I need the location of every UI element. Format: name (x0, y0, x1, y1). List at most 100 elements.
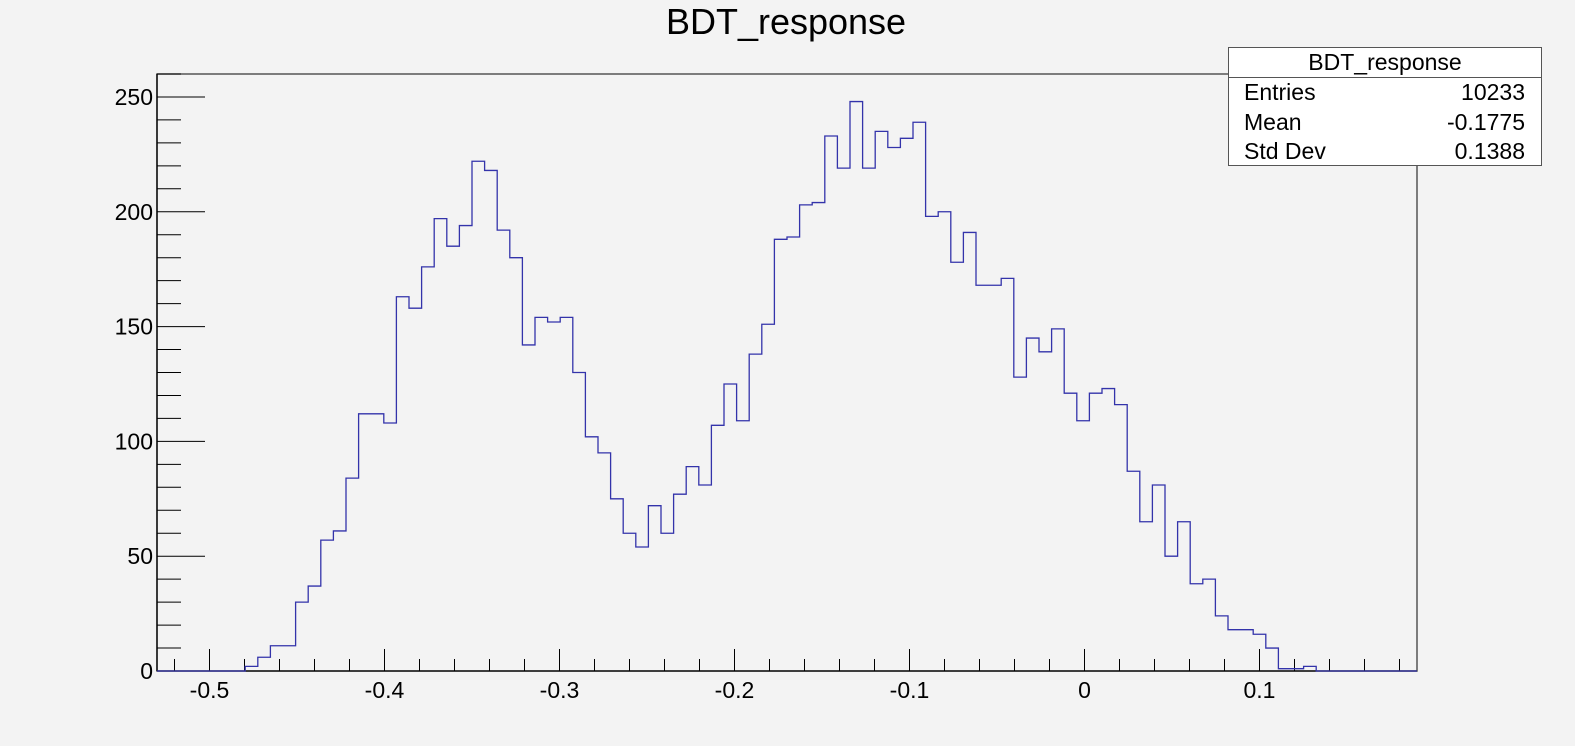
histogram-bin (296, 602, 309, 671)
histogram-bin (598, 453, 611, 671)
histogram-bin (951, 262, 964, 671)
histogram-bin (674, 494, 687, 671)
histogram-bin (1266, 648, 1279, 671)
histogram-bin (371, 414, 384, 671)
stats-box: BDT_response Entries 10233 Mean -0.1775 … (1228, 47, 1542, 166)
histogram-bin (837, 168, 850, 671)
histogram-bin (1001, 278, 1014, 671)
histogram-bin (900, 138, 913, 671)
histogram-bin (850, 102, 863, 671)
histogram-bin (333, 531, 346, 671)
histogram-bin (1152, 485, 1165, 671)
histogram-bin (989, 285, 1002, 671)
histogram-bin (1165, 556, 1178, 671)
stats-label: Entries (1244, 79, 1316, 105)
histogram-bin (1241, 630, 1254, 671)
histogram-bin (409, 308, 422, 671)
histogram-bin (749, 354, 762, 671)
histogram-bin (258, 657, 271, 671)
histogram-bin (1039, 352, 1052, 671)
histogram-bin (1052, 329, 1065, 671)
stats-label: Mean (1244, 108, 1302, 135)
x-tick-label: -0.5 (190, 677, 230, 703)
x-axis: -0.5 -0.4 -0.3 -0.2 -0.1 0 0.1 (157, 649, 1417, 703)
histogram-bin (1203, 579, 1216, 671)
histogram-bin (522, 345, 535, 671)
histogram-bin (359, 414, 372, 671)
histogram-bin (825, 136, 838, 671)
x-tick-label: -0.3 (540, 677, 580, 703)
stats-row-mean: Mean -0.1775 (1229, 108, 1541, 138)
histogram-bin (535, 317, 548, 671)
stats-row-stddev: Std Dev 0.1388 (1229, 137, 1541, 167)
chart-title: BDT_response (666, 1, 906, 42)
stats-title: BDT_response (1229, 48, 1541, 78)
histogram-bin (863, 168, 876, 671)
histogram-bin (648, 506, 661, 671)
histogram-bin (560, 317, 573, 671)
histogram-bin (762, 324, 775, 671)
histogram-bin (1178, 522, 1191, 671)
histogram-bin (485, 170, 498, 671)
histogram-bin (472, 161, 485, 671)
histogram-bin (1190, 584, 1203, 671)
histogram-bin (787, 237, 800, 671)
histogram-bin (724, 384, 737, 671)
y-tick-label: 150 (115, 314, 153, 340)
y-tick-label: 50 (127, 543, 153, 569)
histogram-bin (686, 467, 699, 671)
y-tick-label: 200 (115, 199, 153, 225)
stats-value: 0.1388 (1454, 138, 1525, 164)
histogram-bin (585, 437, 598, 671)
histogram-line (157, 100, 1417, 672)
y-tick-label: 0 (140, 658, 153, 684)
histogram-bin (396, 297, 409, 671)
histogram-bin (459, 226, 472, 671)
histogram-bin (1014, 377, 1027, 671)
histogram-bin (1102, 389, 1115, 671)
histogram-bin (661, 533, 674, 671)
histogram-bin (976, 285, 989, 671)
histogram-bin (422, 267, 435, 671)
histogram-bin (321, 540, 334, 671)
histogram-bin (270, 646, 283, 671)
histogram-bin (1026, 338, 1039, 671)
histogram-bin (711, 425, 724, 671)
stats-label: Std Dev (1244, 138, 1326, 164)
histogram-bin (913, 122, 926, 671)
histogram-bin (737, 421, 750, 671)
y-tick-label: 100 (115, 428, 153, 454)
histogram-bin (963, 232, 976, 671)
histogram-bin (1215, 616, 1228, 671)
histogram-bin (926, 216, 939, 671)
histogram-bin (888, 147, 901, 671)
histogram-bin (1127, 471, 1140, 671)
y-tick-label: 250 (115, 84, 153, 110)
histogram-bin (548, 322, 561, 671)
histogram-bin (774, 239, 787, 671)
histogram-bin (384, 423, 397, 671)
histogram-bin (573, 373, 586, 672)
histogram-bin (699, 485, 712, 671)
histogram-bin (1228, 630, 1241, 671)
histogram-bin (434, 219, 447, 671)
x-tick-label: -0.4 (365, 677, 405, 703)
histogram-bin (447, 246, 460, 671)
stats-row-entries: Entries 10233 (1229, 78, 1541, 108)
histogram-bin (636, 547, 649, 671)
stats-value: -0.1775 (1446, 108, 1525, 135)
x-tick-label: 0.1 (1244, 677, 1276, 703)
histogram-bin (1089, 393, 1102, 671)
histogram-bin (938, 212, 951, 671)
histogram-bin (875, 131, 888, 671)
histogram-bin (812, 203, 825, 671)
x-tick-label: -0.2 (715, 677, 755, 703)
histogram-bin (623, 533, 636, 671)
histogram-bin (1115, 405, 1128, 671)
histogram-bin (1077, 421, 1090, 671)
histogram-bins (245, 102, 1316, 671)
histogram-bin (611, 499, 624, 671)
histogram-bin (1140, 522, 1153, 671)
histogram-bin (308, 586, 321, 671)
